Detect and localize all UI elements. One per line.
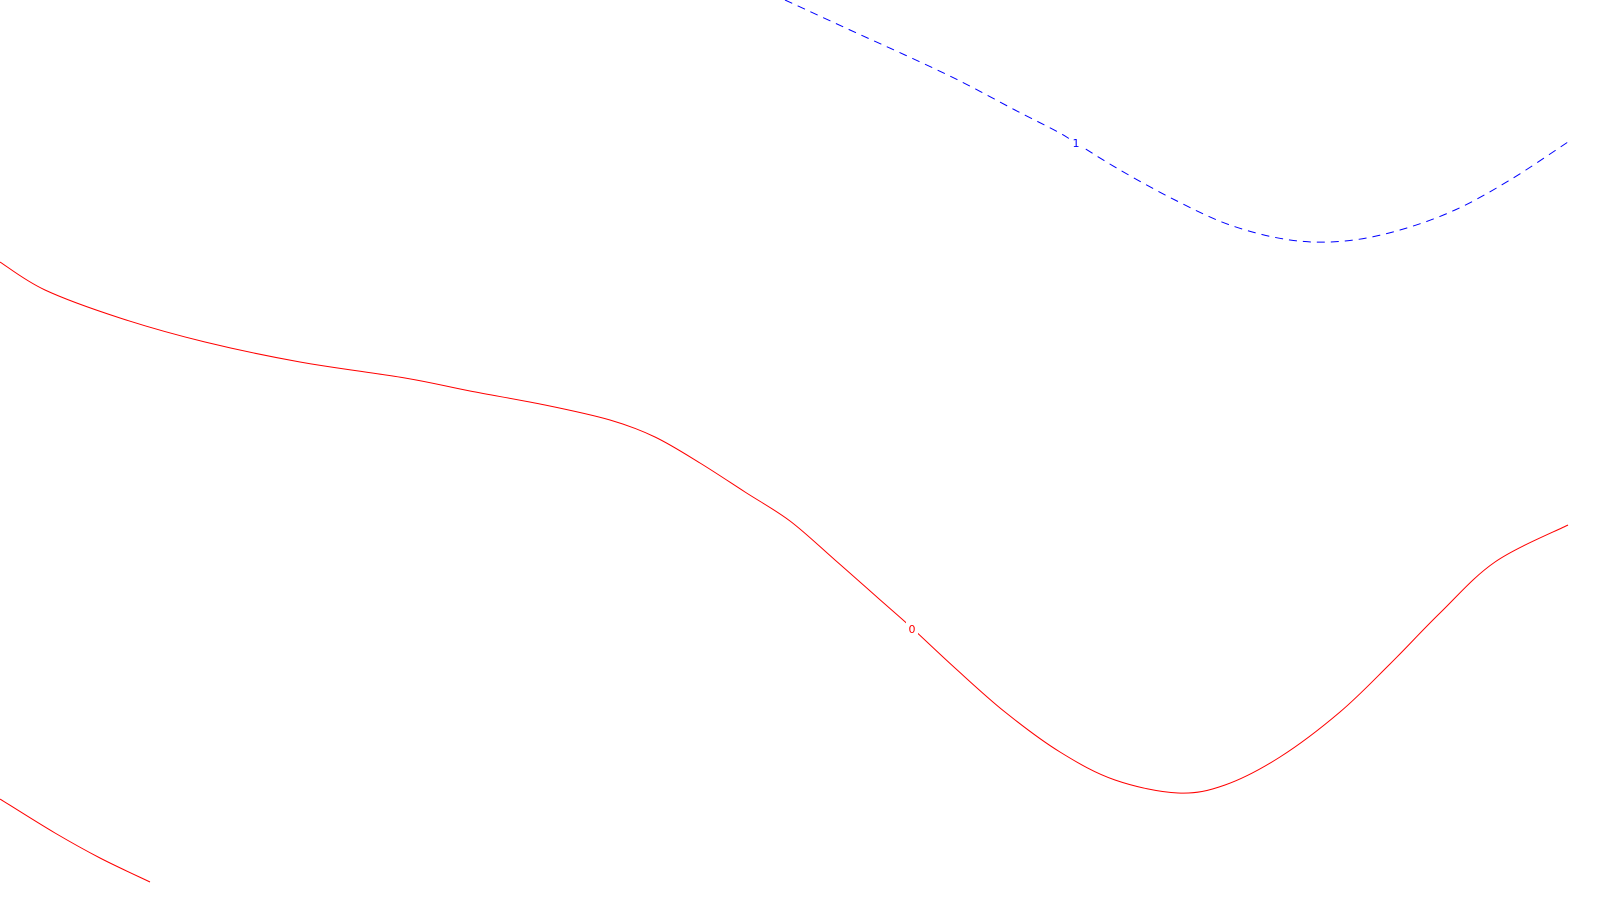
contour-label-background-level-1 (1070, 136, 1082, 149)
contour-label-level-1: 1 (1073, 137, 1080, 150)
contour-label-level-0: 0 (909, 623, 916, 636)
contour-label-background-level-0 (906, 622, 918, 635)
contour-line-level-1-segment-1 (784, 0, 1569, 243)
contour-label-layer: 01 (906, 136, 1082, 636)
contour-line-level-0-segment-2 (0, 798, 151, 883)
contour-layer (0, 0, 1569, 883)
contour-line-level-0-segment-1 (0, 261, 1569, 794)
